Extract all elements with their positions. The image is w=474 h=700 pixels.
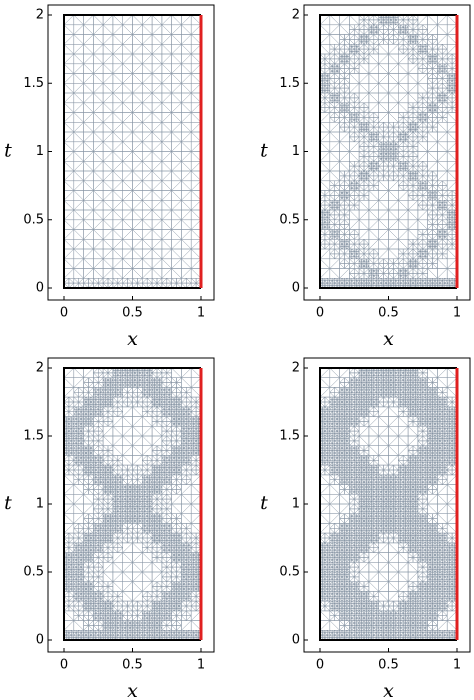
x-axis-label: x: [383, 680, 394, 700]
x-tick-label: 0.5: [378, 658, 399, 673]
y-tick-label: 2: [36, 8, 44, 23]
y-tick-label: 0: [36, 633, 44, 648]
y-axis-label: t: [260, 140, 268, 162]
x-tick-label: 0.5: [378, 306, 399, 321]
y-tick-label: 1.5: [279, 76, 300, 91]
y-tick-label: 1: [292, 497, 300, 512]
x-axis-label: x: [127, 680, 138, 700]
y-tick-label: 1: [292, 144, 300, 159]
mesh: [63, 367, 202, 641]
y-tick-label: 1.5: [279, 429, 300, 444]
y-tick-label: 0.5: [279, 565, 300, 580]
x-tick-label: 1: [197, 658, 205, 673]
y-tick-label: 1: [36, 497, 44, 512]
x-tick-label: 0: [60, 658, 68, 673]
y-axis-label: t: [260, 492, 268, 514]
domain-edge: [319, 367, 457, 641]
mesh: [63, 14, 202, 289]
x-axis-label: x: [127, 328, 138, 350]
y-tick-label: 0.5: [23, 212, 44, 227]
x-tick-label: 1: [453, 306, 461, 321]
y-axis-label: t: [4, 140, 12, 162]
y-tick-label: 0.5: [279, 212, 300, 227]
mesh: [319, 367, 458, 641]
y-tick-label: 0: [292, 633, 300, 648]
x-axis-label: x: [383, 328, 394, 350]
y-tick-label: 1.5: [23, 429, 44, 444]
x-tick-label: 1: [453, 658, 461, 673]
y-tick-label: 1.5: [23, 76, 44, 91]
domain-edge: [63, 367, 201, 641]
x-tick-label: 0.5: [122, 306, 143, 321]
domain-edge: [63, 14, 201, 289]
y-tick-label: 0.5: [23, 565, 44, 580]
y-tick-label: 1: [36, 144, 44, 159]
x-tick-label: 0: [60, 306, 68, 321]
y-tick-label: 2: [36, 361, 44, 376]
y-tick-label: 2: [292, 8, 300, 23]
y-axis-label: t: [4, 492, 12, 514]
y-tick-label: 0: [292, 281, 300, 296]
x-tick-label: 1: [197, 306, 205, 321]
x-tick-label: 0: [316, 658, 324, 673]
y-tick-label: 0: [36, 281, 44, 296]
x-tick-label: 0: [316, 306, 324, 321]
domain-edge: [319, 14, 457, 289]
x-tick-label: 0.5: [122, 658, 143, 673]
y-tick-label: 2: [292, 361, 300, 376]
